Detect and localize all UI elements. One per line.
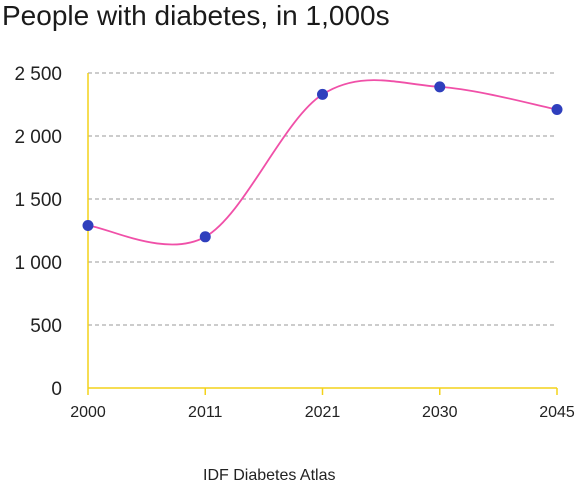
data-point-2045: [551, 104, 563, 116]
data-point-2011: [199, 231, 211, 243]
chart-title: People with diabetes, in 1,000s: [2, 0, 390, 31]
data-point-2000: [82, 219, 94, 231]
y-tick-label: 2 500: [14, 64, 62, 85]
data-points: [82, 81, 563, 243]
y-tick-labels: 0 500 1 000 1 500 2 000 2 500: [14, 64, 62, 400]
y-tick-label: 1 500: [14, 190, 62, 211]
y-tick-label: 0: [51, 379, 62, 400]
data-point-2021: [317, 88, 328, 100]
y-tick-label: 2 000: [14, 127, 62, 148]
y-tick-label: 1 000: [14, 253, 62, 274]
axes: [87, 73, 558, 395]
x-tick-label: 2021: [305, 404, 341, 421]
x-tick-labels: 2000 2011 2021 2030 2045: [70, 404, 575, 421]
x-tick-label: 2000: [70, 404, 106, 421]
x-tick-label: 2011: [188, 404, 223, 421]
x-tick-label: 2045: [539, 404, 575, 421]
gridlines: [88, 72, 557, 326]
source-note: IDF Diabetes Atlas: [203, 467, 336, 484]
data-point-2030: [434, 81, 446, 93]
y-tick-label: 500: [30, 316, 62, 337]
series-line-layer: [87, 79, 558, 246]
series-line: [87, 79, 558, 246]
x-tick-label: 2030: [422, 404, 458, 421]
